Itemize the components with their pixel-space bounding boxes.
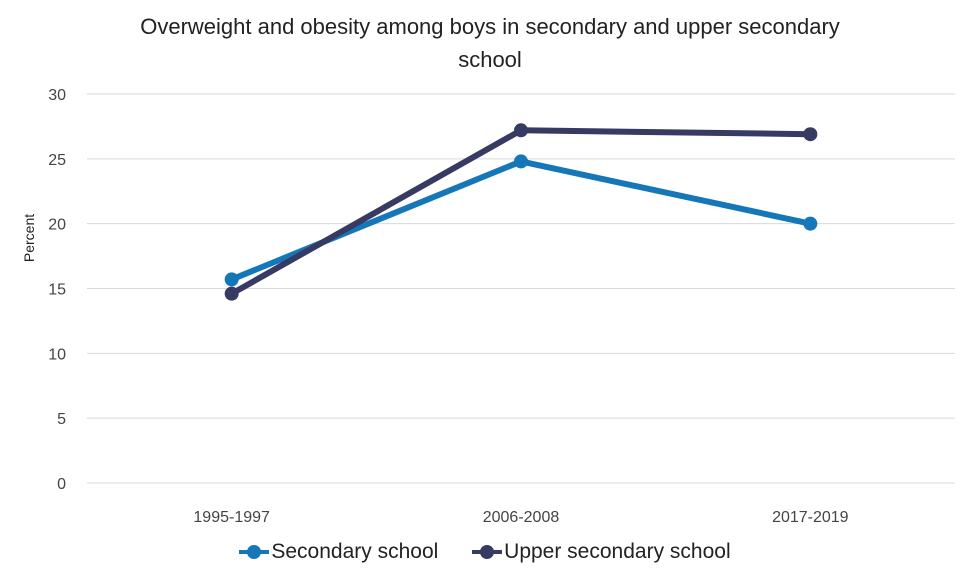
y-tick-label-20: 20 xyxy=(48,217,66,234)
y-tick-label-5: 5 xyxy=(57,411,66,428)
legend-item-secondary: Secondary school xyxy=(239,540,438,564)
data-point-s1-2 xyxy=(803,127,818,142)
y-tick-label-10: 10 xyxy=(48,346,66,363)
legend-marker-upper-secondary xyxy=(472,545,503,559)
x-tick-label-1: 2006-2008 xyxy=(483,509,560,526)
y-tick-label-0: 0 xyxy=(57,476,66,493)
chart-title-line-2: school xyxy=(458,47,522,72)
data-point-s1-1 xyxy=(514,123,528,138)
data-point-s0-2 xyxy=(803,216,818,231)
legend-label-upper-secondary: Upper secondary school xyxy=(504,540,731,563)
chart-title: Overweight and obesity among boys in sec… xyxy=(0,10,970,76)
legend: Secondary school Upper secondary school xyxy=(0,540,970,565)
y-tick-label-15: 15 xyxy=(48,282,66,299)
legend-marker-secondary xyxy=(239,545,270,559)
y-tick-label-25: 25 xyxy=(48,152,66,169)
data-point-s1-0 xyxy=(224,286,239,301)
x-tick-label-2: 2017-2019 xyxy=(772,509,849,526)
legend-item-upper-secondary: Upper secondary school xyxy=(472,540,731,564)
data-point-s0-1 xyxy=(514,154,528,169)
data-point-s0-0 xyxy=(224,272,239,287)
y-tick-label-30: 30 xyxy=(48,87,66,104)
legend-label-secondary: Secondary school xyxy=(271,540,439,563)
chart-title-line-1: Overweight and obesity among boys in sec… xyxy=(140,14,840,39)
series-line-0 xyxy=(230,158,811,283)
x-tick-label-0: 1995-1997 xyxy=(193,509,270,526)
